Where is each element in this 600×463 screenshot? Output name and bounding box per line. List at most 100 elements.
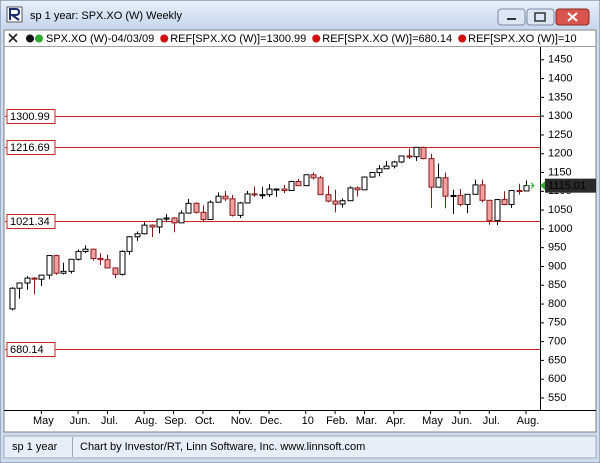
candle-body (60, 270, 67, 274)
y-tick-label: 850 (548, 279, 566, 291)
candle-body (450, 194, 457, 197)
candle-body (281, 188, 288, 192)
candle-body (339, 200, 346, 205)
candle-body (428, 158, 435, 188)
candle-body (200, 211, 207, 220)
x-tick-label: Oct. (195, 415, 215, 427)
candle-body (494, 199, 501, 222)
candle-body (479, 184, 486, 201)
candle-body (141, 224, 148, 235)
candle-body (376, 168, 383, 174)
candle-body (508, 190, 515, 205)
candle-body (472, 184, 479, 195)
candle-body (310, 174, 317, 179)
candle-body (303, 174, 310, 187)
legend-icon (312, 34, 321, 43)
x-tick-label: Feb. (326, 415, 348, 427)
candle-body (104, 259, 111, 269)
legend-icon (35, 34, 43, 43)
minimize-button[interactable] (497, 8, 526, 26)
ref-label: 1300.99 (10, 111, 50, 123)
candle-body (369, 172, 376, 178)
candle-body (97, 258, 104, 261)
candle-body (46, 255, 53, 276)
candle-body (354, 187, 361, 191)
maximize-button[interactable] (526, 8, 555, 26)
app-icon (6, 6, 23, 23)
x-tick-label: Jun. (452, 415, 473, 427)
candle-body (383, 165, 390, 170)
legend-label: REF[SPX.XO (W)]=10 (468, 33, 577, 45)
candle-body (273, 188, 280, 191)
y-tick-label: 700 (548, 336, 566, 348)
x-tick-label: Mar. (356, 415, 377, 427)
candle-body (38, 274, 45, 280)
candle-body (413, 146, 420, 158)
candle-body (406, 155, 413, 158)
candle-body (119, 250, 126, 275)
legend-close-icon[interactable] (8, 33, 18, 43)
candle-body (464, 193, 471, 205)
candle-body (163, 217, 170, 220)
x-tick-label: Sep. (164, 415, 187, 427)
candle-body (259, 194, 266, 197)
x-tick-label: May (422, 415, 443, 427)
y-tick-label: 1400 (548, 72, 572, 84)
candle-body (185, 202, 192, 214)
y-tick-label: 900 (548, 260, 566, 272)
x-tick-label: Jul. (101, 415, 118, 427)
candle-body (9, 287, 16, 310)
x-tick-label: Jun. (70, 415, 91, 427)
chart-area (3, 29, 597, 433)
candle-body (156, 218, 163, 228)
candle-body (244, 193, 251, 204)
y-tick-label: 1150 (548, 166, 572, 178)
x-tick-label: Jul. (483, 415, 500, 427)
window-title: sp 1 year: SPX.XO (W) Weekly (30, 10, 183, 22)
candle-body (193, 202, 200, 213)
status-text: sp 1 year (12, 441, 58, 453)
candle-body (347, 187, 354, 202)
candle-body (391, 161, 398, 167)
legend: SPX.XO (W)-04/03/09 REF[SPX.XO (W)]=1300.… (26, 33, 577, 45)
legend-label: SPX.XO (W)-04/03/09 (46, 33, 154, 45)
candle-body (75, 250, 82, 260)
ref-label-box (6, 109, 56, 124)
candle-body (207, 201, 214, 220)
legend-label: REF[SPX.XO (W)]=680.14 (322, 33, 452, 45)
x-tick-label: May (33, 415, 54, 427)
candle-body (317, 177, 324, 196)
candle-body (149, 224, 156, 228)
close-button[interactable] (555, 8, 590, 26)
legend-icon (458, 34, 467, 43)
x-tick-label: Apr. (386, 415, 406, 427)
candle-body (332, 200, 339, 205)
y-tick-label: 1450 (548, 54, 572, 66)
candle-body (420, 146, 427, 160)
candle-body (251, 193, 258, 196)
ref-label-box (6, 214, 56, 229)
ref-label-box (6, 342, 56, 357)
candle-body (82, 248, 89, 252)
candle-body (31, 277, 38, 280)
candle-body (24, 277, 31, 284)
candle-body (229, 198, 236, 216)
candle-body (16, 282, 23, 289)
y-tick-label: 750 (548, 317, 566, 329)
candle-body (222, 195, 229, 200)
candle-body (178, 212, 185, 224)
y-tick-label: 1000 (548, 223, 572, 235)
candle-body (325, 194, 332, 202)
x-tick-label: 10 (302, 415, 314, 427)
candle-body (68, 258, 75, 272)
candle-body (171, 217, 178, 224)
y-tick-label: 1300 (548, 110, 572, 122)
candle-body (90, 248, 97, 260)
y-tick-label: 550 (548, 392, 566, 404)
candle-body (361, 176, 368, 191)
last-price-box (545, 178, 596, 193)
y-tick-label: 650 (548, 354, 566, 366)
candle-body (134, 233, 141, 238)
